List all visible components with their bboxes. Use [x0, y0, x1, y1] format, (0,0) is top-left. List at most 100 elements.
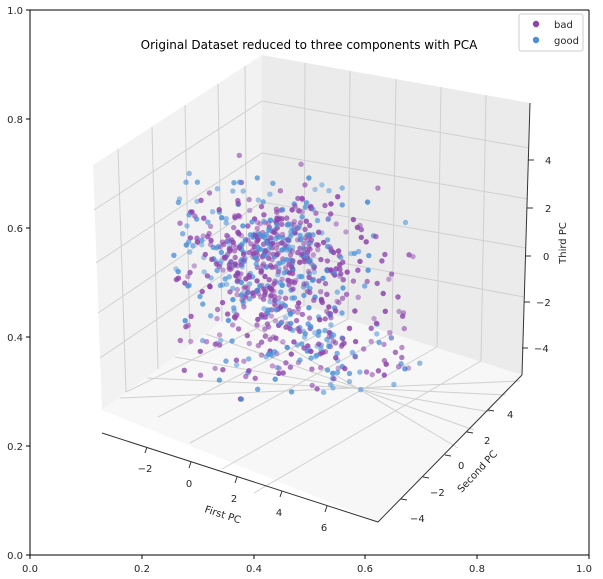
point-bad	[187, 235, 194, 241]
point-good	[180, 231, 186, 237]
point-bad	[286, 270, 293, 276]
point-good	[310, 232, 316, 238]
point-bad	[230, 322, 236, 328]
point-good	[364, 199, 371, 205]
legend: bad good	[518, 13, 584, 52]
point-bad	[352, 354, 358, 360]
point-good	[330, 385, 336, 391]
point-bad	[375, 368, 382, 374]
point-bad	[267, 336, 273, 343]
point-bad	[246, 274, 252, 280]
point-good	[190, 243, 196, 249]
point-bad	[304, 288, 311, 294]
point-bad	[212, 341, 218, 348]
point-bad	[326, 329, 333, 336]
second-pc-axis-line	[377, 374, 523, 523]
point-bad	[282, 265, 289, 271]
point-bad	[266, 277, 272, 283]
point-bad	[283, 324, 289, 330]
point-bad	[220, 367, 226, 373]
point-bad	[203, 339, 210, 345]
point-bad	[243, 373, 249, 380]
point-bad	[248, 241, 254, 247]
point-good	[319, 182, 325, 188]
point-bad	[296, 259, 303, 266]
point-bad	[271, 293, 278, 300]
point-bad	[364, 278, 370, 285]
point-good	[287, 310, 294, 317]
point-bad	[220, 267, 226, 273]
point-bad	[245, 285, 251, 291]
point-good	[265, 307, 271, 313]
point-bad	[288, 351, 294, 357]
point-bad	[326, 311, 332, 317]
point-good	[201, 269, 207, 275]
point-bad	[212, 365, 218, 372]
point-good	[313, 352, 320, 358]
point-good	[246, 296, 253, 302]
point-bad	[324, 308, 330, 315]
point-bad	[380, 290, 386, 297]
first-pc-ticks: −2 0 2 4 6	[138, 446, 328, 534]
outer-x-tick-5: 1.0	[576, 564, 592, 575]
point-good	[273, 307, 279, 313]
point-good	[288, 225, 295, 231]
point-bad	[188, 313, 194, 319]
point-bad	[217, 244, 224, 250]
point-bad	[235, 326, 242, 332]
point-good	[402, 219, 409, 226]
point-bad	[279, 216, 285, 222]
point-good	[285, 221, 292, 227]
point-bad	[230, 242, 237, 248]
point-bad	[346, 325, 353, 331]
point-bad	[405, 365, 412, 371]
second-pc-tick-0: −4	[410, 514, 425, 525]
point-good	[231, 180, 237, 186]
point-bad	[335, 194, 341, 200]
point-bad	[333, 355, 339, 361]
point-bad	[368, 338, 374, 345]
point-good	[300, 328, 307, 334]
point-bad	[382, 251, 388, 258]
point-good	[349, 349, 356, 356]
point-bad	[318, 289, 324, 295]
point-bad	[401, 325, 407, 332]
point-bad	[192, 213, 198, 219]
point-bad	[291, 218, 298, 225]
point-bad	[373, 320, 380, 326]
point-good	[260, 233, 266, 239]
point-good	[238, 292, 245, 298]
point-bad	[381, 372, 387, 378]
point-bad	[286, 278, 292, 284]
point-good	[303, 200, 310, 206]
point-good	[215, 243, 222, 250]
point-good	[257, 283, 263, 289]
point-bad	[306, 244, 312, 251]
point-bad	[235, 197, 241, 204]
point-good	[217, 282, 223, 289]
point-bad	[309, 366, 315, 372]
point-good	[282, 315, 289, 321]
point-bad	[313, 210, 319, 216]
point-good	[301, 334, 308, 340]
point-bad	[350, 216, 357, 223]
point-bad	[299, 251, 305, 257]
point-bad	[340, 259, 346, 265]
point-good	[218, 258, 225, 264]
point-good	[234, 362, 240, 368]
point-bad	[267, 294, 273, 300]
outer-x-tick-2: 0.4	[246, 564, 262, 575]
point-bad	[296, 300, 302, 306]
point-bad	[295, 207, 301, 213]
point-bad	[299, 311, 306, 318]
point-bad	[342, 365, 348, 372]
point-bad	[234, 292, 240, 298]
point-good	[324, 237, 331, 243]
pane-left	[93, 55, 262, 410]
point-good	[365, 267, 371, 273]
point-bad	[216, 207, 222, 213]
point-good	[339, 202, 345, 208]
point-good	[199, 242, 205, 248]
point-bad	[197, 372, 204, 378]
point-good	[236, 179, 243, 185]
